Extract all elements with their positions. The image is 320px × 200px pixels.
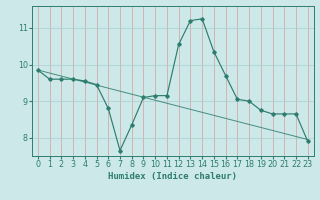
X-axis label: Humidex (Indice chaleur): Humidex (Indice chaleur)	[108, 172, 237, 181]
